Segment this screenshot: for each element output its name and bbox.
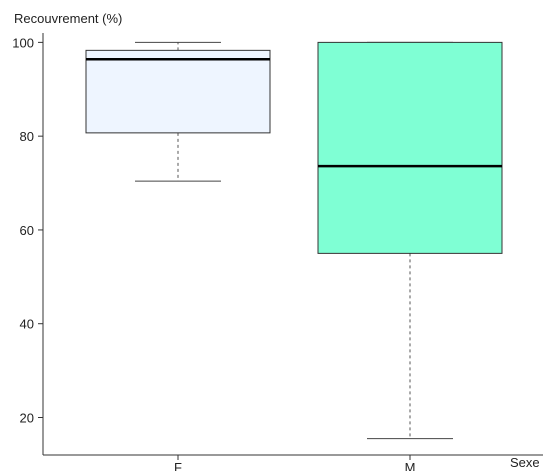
x-tick-label: F [174,460,182,471]
y-tick-label: 100 [12,35,34,50]
y-tick-label: 60 [20,223,34,238]
box-f [85,41,271,182]
x-axis-title: Sexe [510,455,540,470]
y-axis-title: Recouvrement (%) [14,11,122,26]
box-iqr [317,41,503,254]
y-tick-label: 40 [20,317,34,332]
boxes [85,41,503,440]
y-tick-label: 80 [20,129,34,144]
box-m [317,41,503,440]
y-ticks: 20 40 60 80 100 [12,35,43,425]
box-iqr [85,49,271,134]
x-tick-label: M [405,460,416,471]
y-tick-label: 20 [20,410,34,425]
